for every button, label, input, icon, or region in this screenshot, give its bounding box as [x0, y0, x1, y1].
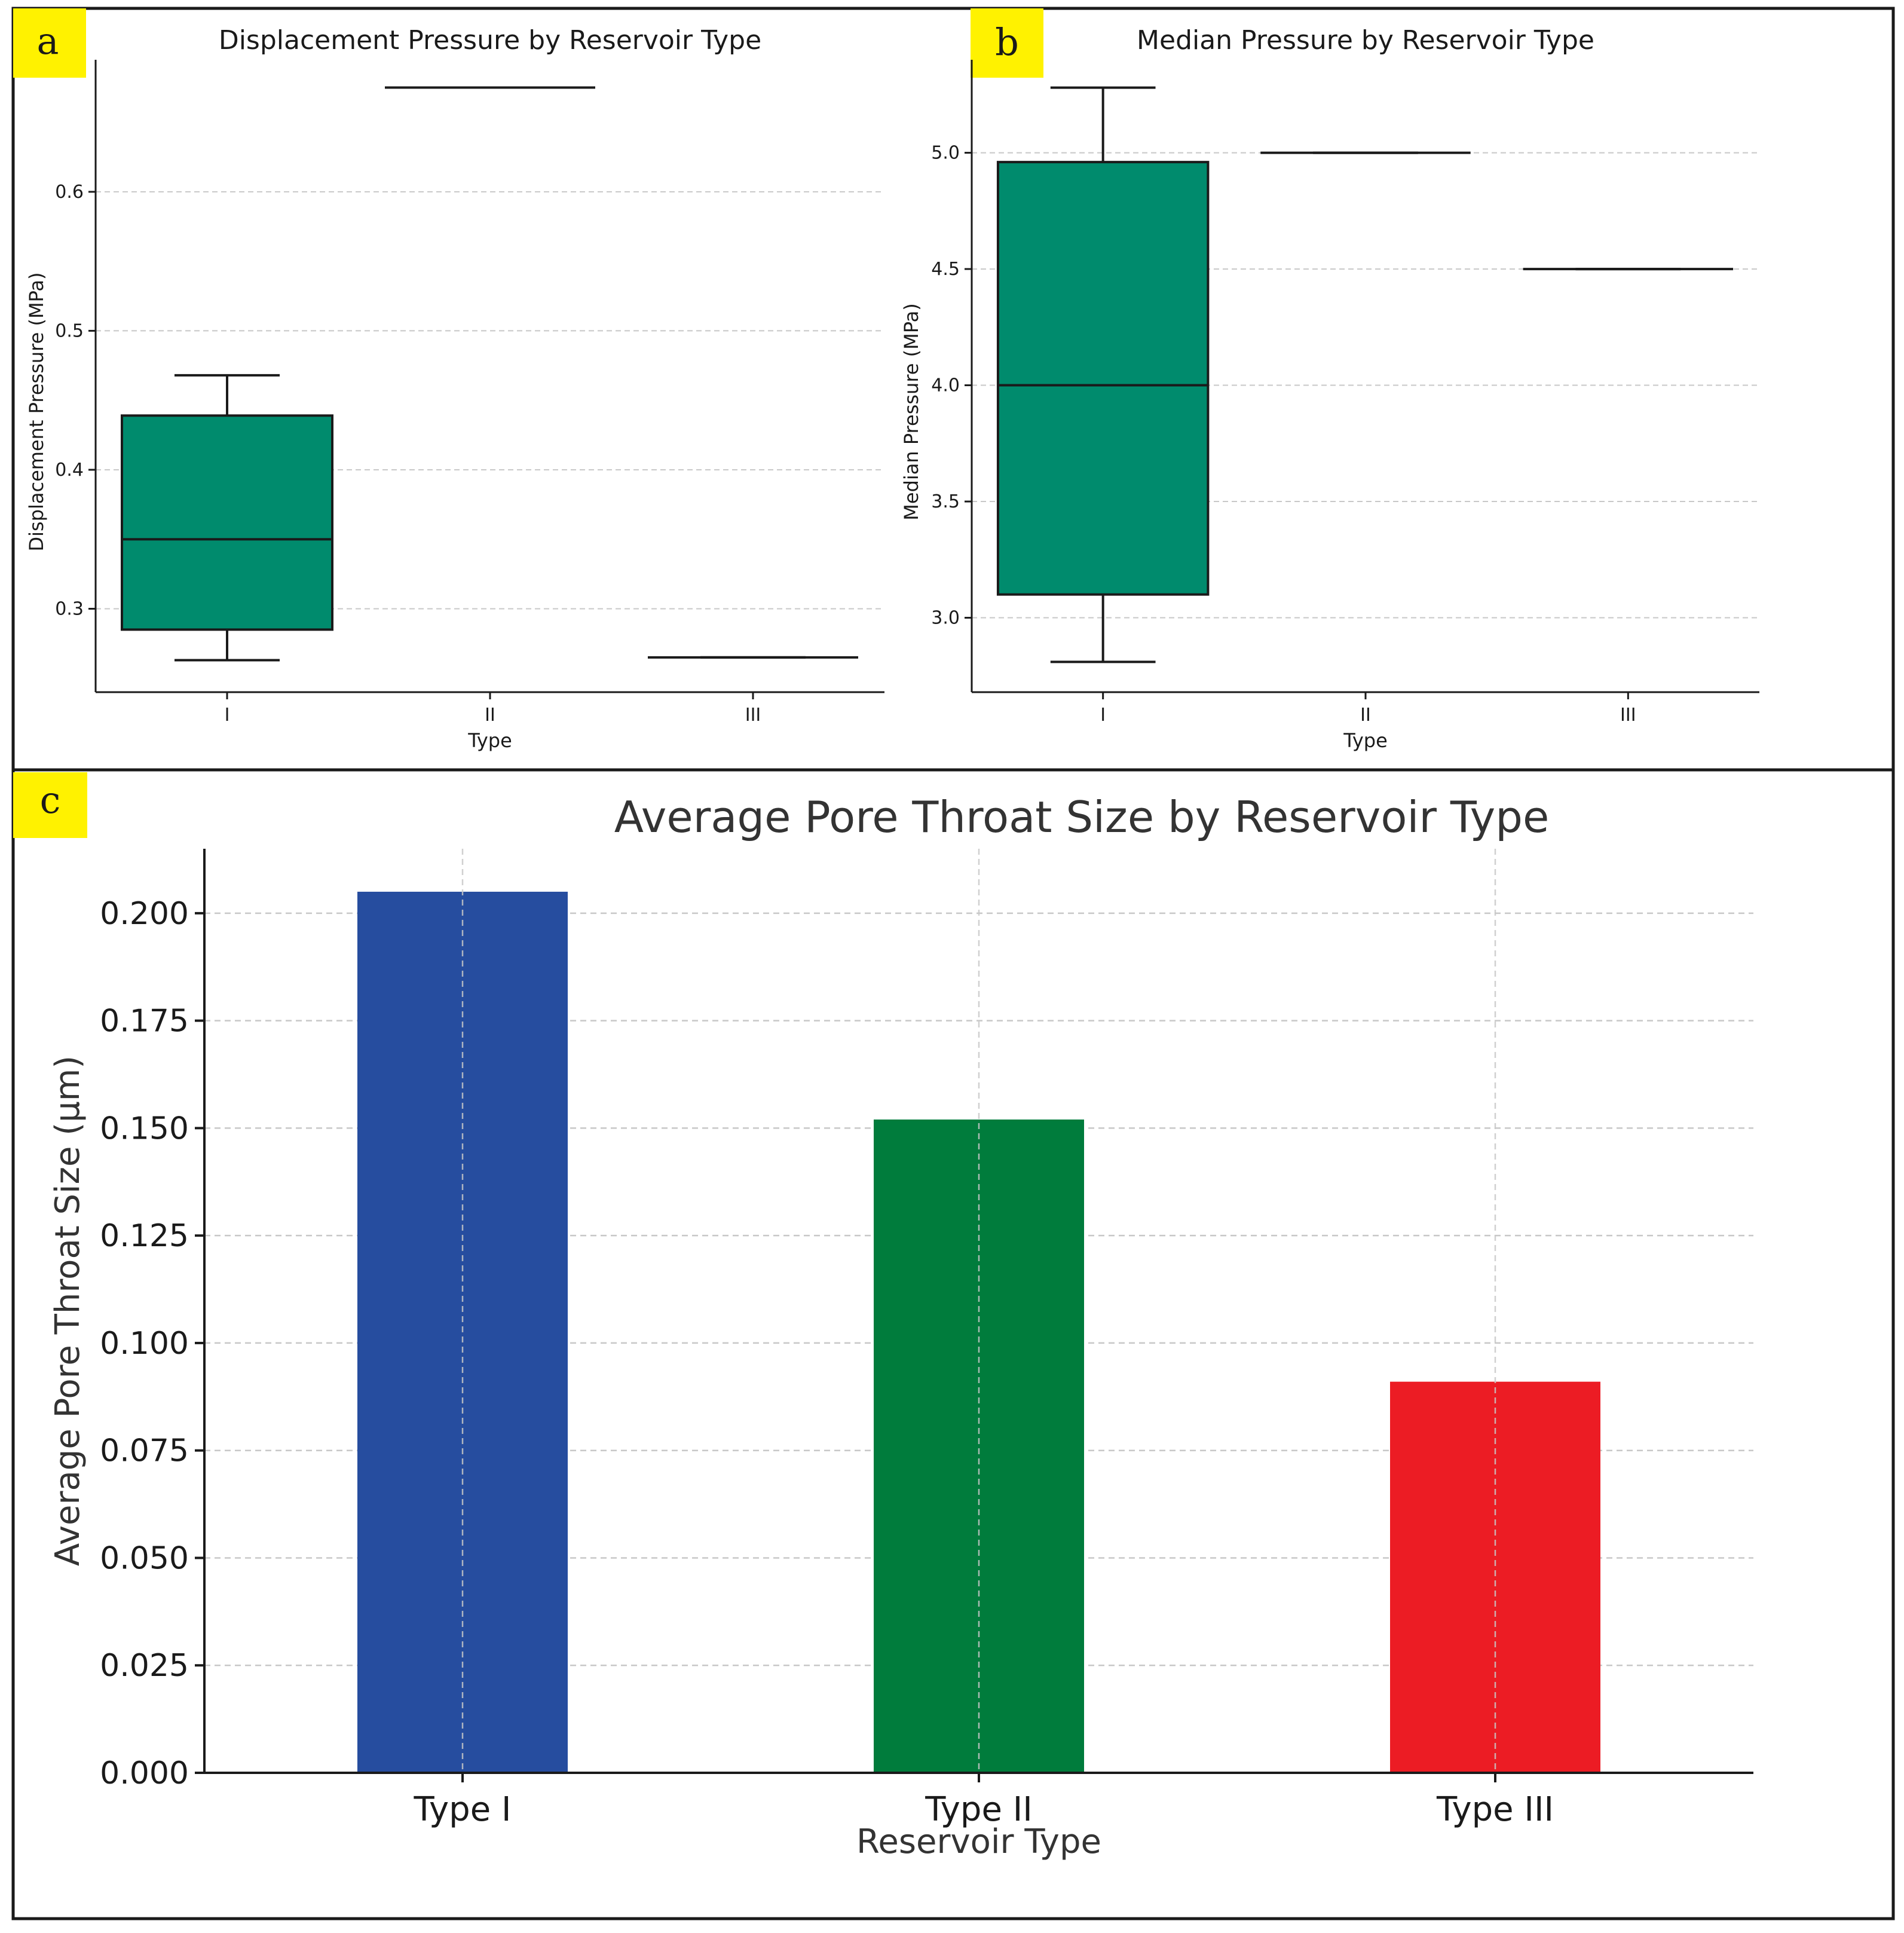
- y-tick-label: 0.050: [100, 1540, 189, 1576]
- y-tick-label: 3.5: [931, 491, 960, 512]
- x-tick-label: I: [1100, 705, 1106, 726]
- y-tick-label: 0.6: [55, 182, 84, 203]
- y-tick-label: 0.125: [100, 1218, 189, 1254]
- panel-label-c: c: [13, 772, 87, 838]
- panel-label-a: a: [13, 8, 86, 78]
- y-axis-label: Median Pressure (MPa): [900, 303, 923, 520]
- x-tick-label: II: [1360, 705, 1371, 726]
- box-iqr: [996, 161, 1210, 596]
- y-tick-label: 0.150: [100, 1111, 189, 1146]
- panel-letter-a: a: [37, 19, 59, 63]
- y-tick-label: 0.175: [100, 1004, 189, 1039]
- y-tick-label: 0.000: [100, 1755, 189, 1791]
- y-tick-label: 0.100: [100, 1326, 189, 1362]
- x-tick-label: Type III: [1436, 1790, 1554, 1829]
- x-axis-label: Reservoir Type: [856, 1822, 1101, 1861]
- chart-pore-throat-size: 0.000 0.025 0.050 0.075 0.100 0.125 0.150 0.175…: [48, 792, 1753, 1861]
- y-tick-label: 4.0: [931, 375, 960, 396]
- panel-label-b: b: [971, 8, 1043, 78]
- y-tick-label: 0.200: [100, 896, 189, 932]
- box-type-I: [121, 374, 333, 662]
- y-tick-label: 0.3: [55, 598, 84, 619]
- panel-label-a-bg: [13, 8, 86, 78]
- box-iqr: [121, 414, 333, 631]
- panel-label-b-bg: [971, 8, 1043, 78]
- x-axis-label: Type: [467, 729, 512, 752]
- panel-label-c-bg: [13, 772, 87, 838]
- x-tick-label: III: [745, 705, 761, 726]
- y-axis-label: Average Pore Throat Size (μm): [48, 1056, 87, 1566]
- panel-letter-b: b: [995, 20, 1019, 64]
- y-tick-label: 3.0: [931, 608, 960, 629]
- y-tick-label: 0.5: [55, 320, 84, 341]
- x-tick-label: I: [225, 705, 230, 726]
- x-tick-label: Type II: [925, 1790, 1032, 1829]
- y-tick-label: 0.025: [100, 1648, 189, 1684]
- chart-title: Displacement Pressure by Reservoir Type: [219, 25, 761, 56]
- chart-title: Average Pore Throat Size by Reservoir Ty…: [614, 792, 1550, 842]
- figure-frame: [11, 7, 1895, 1920]
- y-axis-label: Displacement Pressure (MPa): [25, 272, 48, 551]
- y-tick-label: 4.5: [931, 259, 960, 280]
- chart-title: Median Pressure by Reservoir Type: [1137, 25, 1594, 56]
- x-tick-label: Type I: [414, 1790, 512, 1829]
- x-axis-label: Type: [1343, 729, 1388, 752]
- y-tick-label: 5.0: [931, 143, 960, 164]
- x-tick-label: II: [485, 705, 495, 726]
- panel-letter-c: c: [40, 778, 61, 822]
- y-tick-label: 0.075: [100, 1433, 189, 1469]
- x-tick-label: III: [1620, 705, 1636, 726]
- box-type-I: [996, 86, 1210, 663]
- y-tick-label: 0.4: [55, 460, 84, 481]
